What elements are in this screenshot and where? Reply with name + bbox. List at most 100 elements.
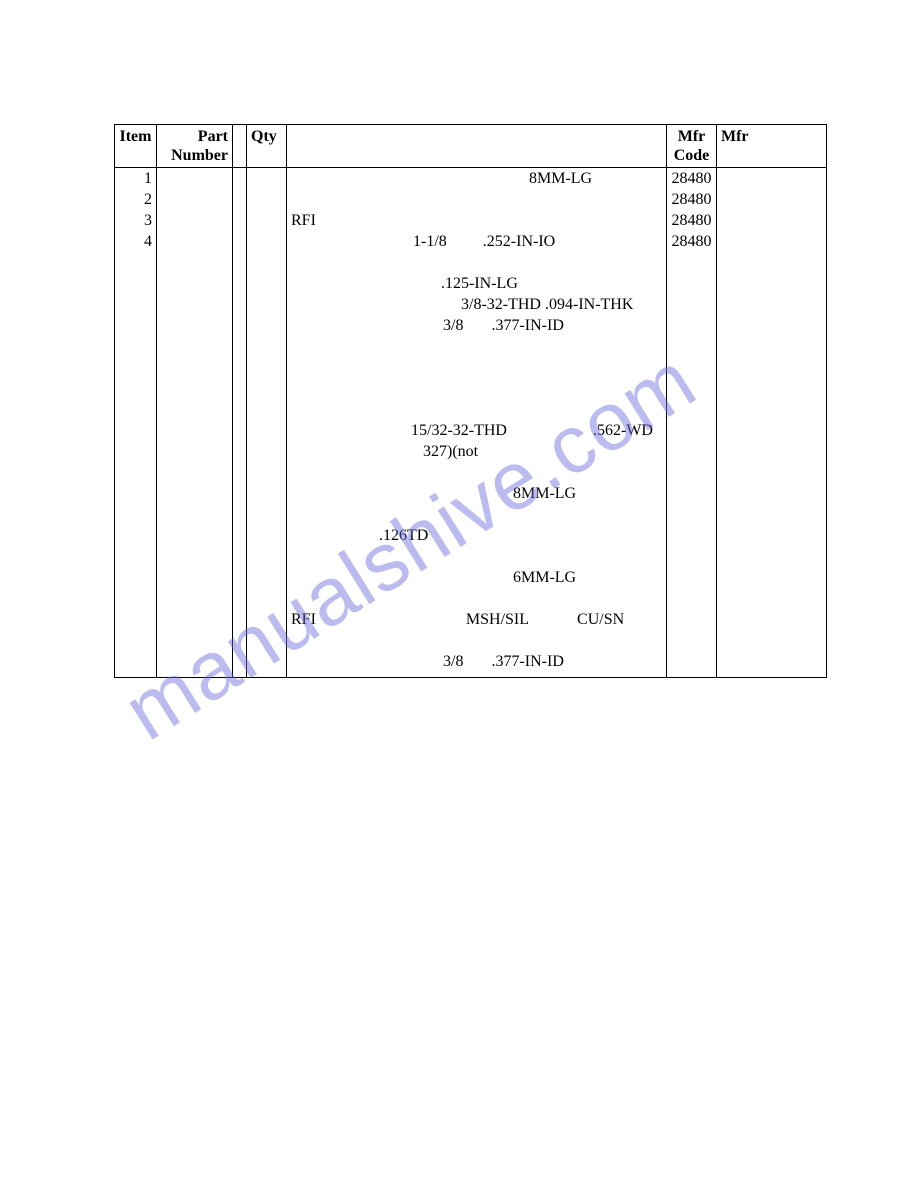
- cell-gap: [233, 525, 247, 546]
- cell-qty: [247, 441, 287, 462]
- cell-item: 3: [115, 210, 157, 231]
- cell-part: [157, 252, 233, 273]
- cell-item: [115, 252, 157, 273]
- cell-mfr: [717, 609, 827, 630]
- cell-qty: [247, 420, 287, 441]
- cell-qty: [247, 231, 287, 252]
- table-row: 18MM-LG28480: [115, 168, 827, 190]
- cell-desc: [287, 399, 667, 420]
- cell-qty: [247, 630, 287, 651]
- cell-desc: 1-1/8.252-IN-IO: [287, 231, 667, 252]
- cell-mfrcode: [667, 651, 717, 677]
- cell-desc: RFI: [287, 210, 667, 231]
- cell-desc: [287, 252, 667, 273]
- cell-item: [115, 609, 157, 630]
- table-row: 3 RFI28480: [115, 210, 827, 231]
- cell-desc: [287, 588, 667, 609]
- cell-desc: [287, 546, 667, 567]
- cell-gap: [233, 294, 247, 315]
- cell-part: [157, 462, 233, 483]
- cell-mfr: [717, 630, 827, 651]
- cell-qty: [247, 567, 287, 588]
- cell-part: [157, 567, 233, 588]
- cell-gap: [233, 399, 247, 420]
- cell-item: [115, 462, 157, 483]
- table-row: .126TD: [115, 525, 827, 546]
- cell-desc: [287, 462, 667, 483]
- cell-desc: [287, 504, 667, 525]
- cell-mfr: [717, 336, 827, 357]
- table-row: RFIMSH/SILCU/SN: [115, 609, 827, 630]
- cell-mfrcode: [667, 609, 717, 630]
- cell-gap: [233, 420, 247, 441]
- cell-mfr: [717, 651, 827, 677]
- cell-desc: .126TD: [287, 525, 667, 546]
- header-gap: [233, 125, 247, 168]
- cell-mfrcode: [667, 273, 717, 294]
- cell-part: [157, 357, 233, 378]
- cell-qty: [247, 651, 287, 677]
- cell-mfr: [717, 588, 827, 609]
- cell-part: [157, 315, 233, 336]
- cell-gap: [233, 252, 247, 273]
- cell-mfr: [717, 231, 827, 252]
- cell-mfrcode: [667, 462, 717, 483]
- cell-item: [115, 357, 157, 378]
- cell-part: [157, 546, 233, 567]
- parts-table: Item Part Number Qty Mfr Code Mfr 18MM-L…: [114, 124, 827, 678]
- cell-item: [115, 378, 157, 399]
- cell-part: [157, 420, 233, 441]
- cell-qty: [247, 378, 287, 399]
- cell-mfrcode: [667, 504, 717, 525]
- cell-gap: [233, 336, 247, 357]
- cell-item: [115, 588, 157, 609]
- cell-qty: [247, 483, 287, 504]
- cell-part: [157, 504, 233, 525]
- table-row: [115, 378, 827, 399]
- cell-item: [115, 525, 157, 546]
- cell-mfr: [717, 315, 827, 336]
- cell-item: [115, 546, 157, 567]
- cell-item: [115, 630, 157, 651]
- cell-mfr: [717, 504, 827, 525]
- cell-gap: [233, 483, 247, 504]
- cell-item: [115, 504, 157, 525]
- cell-mfr: [717, 378, 827, 399]
- cell-mfr: [717, 420, 827, 441]
- header-qty: Qty: [247, 125, 287, 168]
- cell-qty: [247, 210, 287, 231]
- cell-mfr: [717, 168, 827, 190]
- table-row: 228480: [115, 189, 827, 210]
- header-desc: [287, 125, 667, 168]
- cell-mfr: [717, 546, 827, 567]
- cell-qty: [247, 252, 287, 273]
- cell-mfrcode: [667, 252, 717, 273]
- cell-item: [115, 294, 157, 315]
- cell-desc: 3/8.377-IN-ID: [287, 651, 667, 677]
- cell-part: [157, 525, 233, 546]
- table-row: [115, 336, 827, 357]
- cell-mfrcode: [667, 315, 717, 336]
- cell-gap: [233, 630, 247, 651]
- cell-gap: [233, 189, 247, 210]
- cell-desc: RFIMSH/SILCU/SN: [287, 609, 667, 630]
- cell-desc: .125-IN-LG: [287, 273, 667, 294]
- cell-desc: 15/32-32-THD.562-WD: [287, 420, 667, 441]
- cell-desc: [287, 189, 667, 210]
- table-row: 3/8.377-IN-ID: [115, 315, 827, 336]
- cell-mfrcode: 28480: [667, 231, 717, 252]
- cell-desc: [287, 336, 667, 357]
- cell-part: [157, 231, 233, 252]
- header-mfrcode: Mfr Code: [667, 125, 717, 168]
- cell-gap: [233, 168, 247, 190]
- cell-qty: [247, 357, 287, 378]
- table-row: [115, 462, 827, 483]
- cell-mfrcode: 28480: [667, 210, 717, 231]
- cell-mfrcode: [667, 378, 717, 399]
- cell-mfr: [717, 210, 827, 231]
- cell-mfr: [717, 357, 827, 378]
- cell-gap: [233, 210, 247, 231]
- cell-item: [115, 315, 157, 336]
- cell-qty: [247, 609, 287, 630]
- cell-gap: [233, 357, 247, 378]
